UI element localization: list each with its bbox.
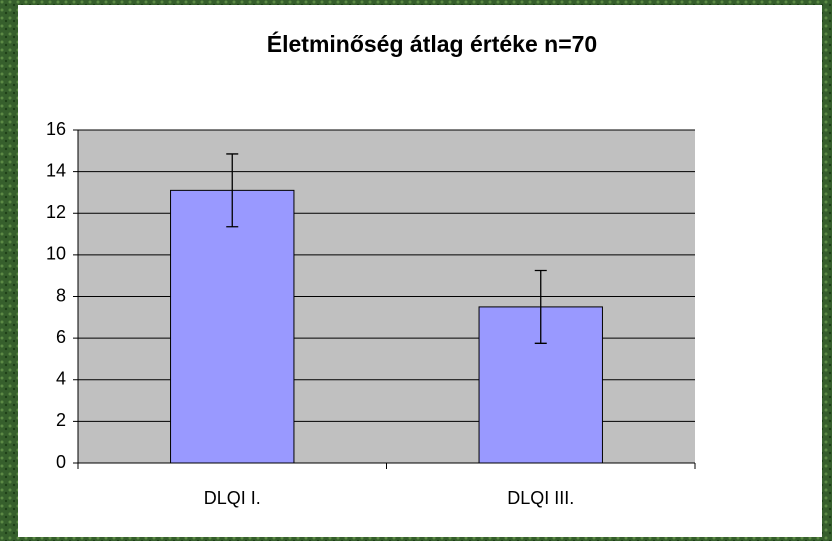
- bar: [170, 189, 295, 464]
- y-tick-label: 4: [56, 369, 66, 389]
- y-tick-label: 2: [56, 410, 66, 430]
- error-bar: [534, 269, 547, 344]
- y-tick-label: 14: [46, 160, 66, 180]
- error-bar: [226, 153, 239, 228]
- y-tick-label: 0: [56, 452, 66, 472]
- y-tick-label: 8: [56, 285, 66, 305]
- chart-title: Életminőség átlag értéke n=70: [267, 30, 597, 57]
- x-tick-label: DLQI I.: [204, 488, 261, 508]
- y-tick-label: 10: [46, 244, 66, 264]
- y-tick-label: 12: [46, 202, 66, 222]
- y-tick-label: 6: [56, 327, 66, 347]
- x-tick-label: DLQI III.: [507, 488, 574, 508]
- y-tick-label: 16: [46, 119, 66, 139]
